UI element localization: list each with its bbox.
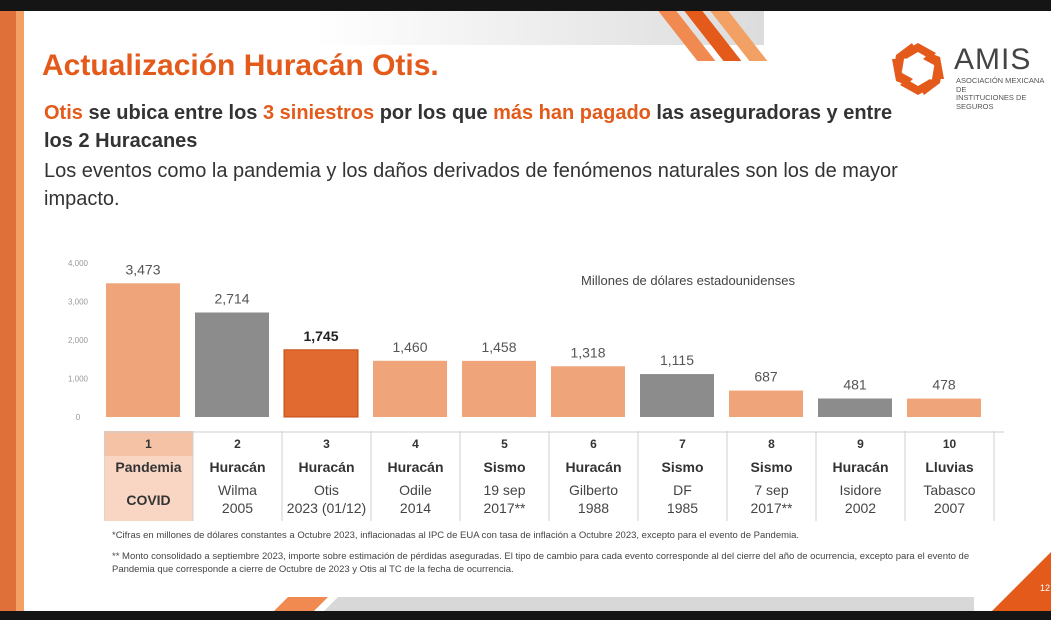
y-tick-label: 0 <box>76 413 81 422</box>
bar <box>551 366 625 417</box>
event-name: Wilma <box>218 482 257 498</box>
subtitle-part: se ubica entre los <box>82 102 263 124</box>
brand-subtitle-line: ASOCIACIÓN MEXICANA DE <box>956 76 1044 94</box>
rank-number: 7 <box>679 437 686 451</box>
corner-decoration <box>992 552 1051 611</box>
event-year: 2017** <box>750 500 793 516</box>
chart-title: Millones de dólares estadounidenses <box>581 273 795 288</box>
event-year: 2007 <box>934 500 965 516</box>
event-name: COVID <box>126 492 170 508</box>
left-accent-stripe-light <box>16 11 24 611</box>
event-type: Sismo <box>661 459 703 475</box>
data-label: 1,458 <box>481 339 516 355</box>
subtitle-part: más han pagado <box>493 102 651 124</box>
bar <box>907 398 981 417</box>
event-type: Huracán <box>832 459 888 475</box>
event-type: Lluvias <box>925 459 973 475</box>
bar <box>195 312 269 417</box>
event-name: Gilberto <box>569 482 618 498</box>
event-name: DF <box>673 482 692 498</box>
rank-number: 2 <box>234 437 241 451</box>
event-name: Odile <box>399 482 432 498</box>
data-label: 2,714 <box>214 291 249 307</box>
event-year: 2002 <box>845 500 876 516</box>
subtitle-description: Los eventos como la pandemia y los daños… <box>44 160 898 210</box>
rank-number: 1 <box>145 437 152 451</box>
rank-number: 10 <box>943 437 957 451</box>
event-name: Tabasco <box>923 482 975 498</box>
data-label: 3,473 <box>125 261 160 277</box>
bar <box>729 390 803 417</box>
bar <box>106 283 180 417</box>
y-tick-label: 4,000 <box>68 259 89 268</box>
event-year: 2017** <box>483 500 526 516</box>
rank-number: 5 <box>501 437 508 451</box>
y-tick-label: 1,000 <box>68 375 89 384</box>
data-label: 1,745 <box>303 328 338 344</box>
ranking-table: 1 Pandemia COVID 2 Huracán Wilma 2005 3 Huracán O… <box>104 431 1004 521</box>
bar-chart: 4,000 3,000 2,000 1,000 0 Millones de dólares… <box>68 259 981 422</box>
event-type: Sismo <box>750 459 792 475</box>
event-type: Huracán <box>387 459 443 475</box>
data-label: 478 <box>932 377 956 393</box>
event-type: Huracán <box>209 459 265 475</box>
event-year: 2023 (01/12) <box>287 500 366 516</box>
rank-number: 9 <box>857 437 864 451</box>
event-type: Sismo <box>483 459 525 475</box>
event-type: Pandemia <box>115 459 181 475</box>
highlight-cell <box>104 431 193 456</box>
footnote-1: *Cifras en millones de dólares constante… <box>112 530 800 541</box>
data-label: 1,318 <box>570 344 605 360</box>
subtitle-part: Otis <box>44 102 83 124</box>
event-name: 7 sep <box>754 482 788 498</box>
subtitle-highlight: Otis se ubica entre los 3 siniestros por… <box>44 99 904 155</box>
subtitle-part: 3 siniestros <box>262 102 375 124</box>
rank-number: 4 <box>412 437 419 451</box>
bottom-frame-bar <box>0 611 1051 620</box>
amis-logo-icon <box>892 43 944 95</box>
slide: Actualización Huracán Otis. AMIS ASOCIAC… <box>24 11 1051 611</box>
brand-subtitle: ASOCIACIÓN MEXICANA DE INSTITUCIONES DE … <box>956 76 1051 111</box>
event-name: Isidore <box>839 482 881 498</box>
footnote-2: ** Monto consolidado a septiembre 2023, … <box>112 551 970 575</box>
data-label: 687 <box>754 369 778 385</box>
event-type: Huracán <box>565 459 621 475</box>
data-label: 481 <box>843 376 867 392</box>
top-frame-bar <box>0 0 1051 11</box>
bar <box>462 360 536 417</box>
data-label: 1,460 <box>392 339 427 355</box>
bar <box>283 349 359 418</box>
event-year: 2014 <box>400 500 431 516</box>
y-tick-label: 3,000 <box>68 298 89 307</box>
rank-number: 8 <box>768 437 775 451</box>
event-name: Otis <box>314 482 339 498</box>
event-type: Huracán <box>298 459 354 475</box>
event-year: 2005 <box>222 500 253 516</box>
bar <box>818 398 892 417</box>
event-name: 19 sep <box>483 482 525 498</box>
y-tick-label: 2,000 <box>68 336 89 345</box>
rank-number: 3 <box>323 437 330 451</box>
bottom-decoration <box>274 597 974 611</box>
bar <box>640 374 714 417</box>
rank-number: 6 <box>590 437 597 451</box>
brand-subtitle-line: INSTITUCIONES DE SEGUROS <box>956 93 1027 111</box>
bar <box>373 360 447 417</box>
event-year: 1985 <box>667 500 698 516</box>
data-label: 1,115 <box>660 352 694 368</box>
subtitle-part: las aseguradoras y entre los 2 Huracanes <box>44 102 893 152</box>
page-number: 12 <box>1040 583 1051 593</box>
event-year: 1988 <box>578 500 609 516</box>
page-title: Actualización Huracán Otis. <box>42 49 439 82</box>
subtitle-part: por los que <box>374 102 494 124</box>
brand-name: AMIS <box>954 43 1032 76</box>
